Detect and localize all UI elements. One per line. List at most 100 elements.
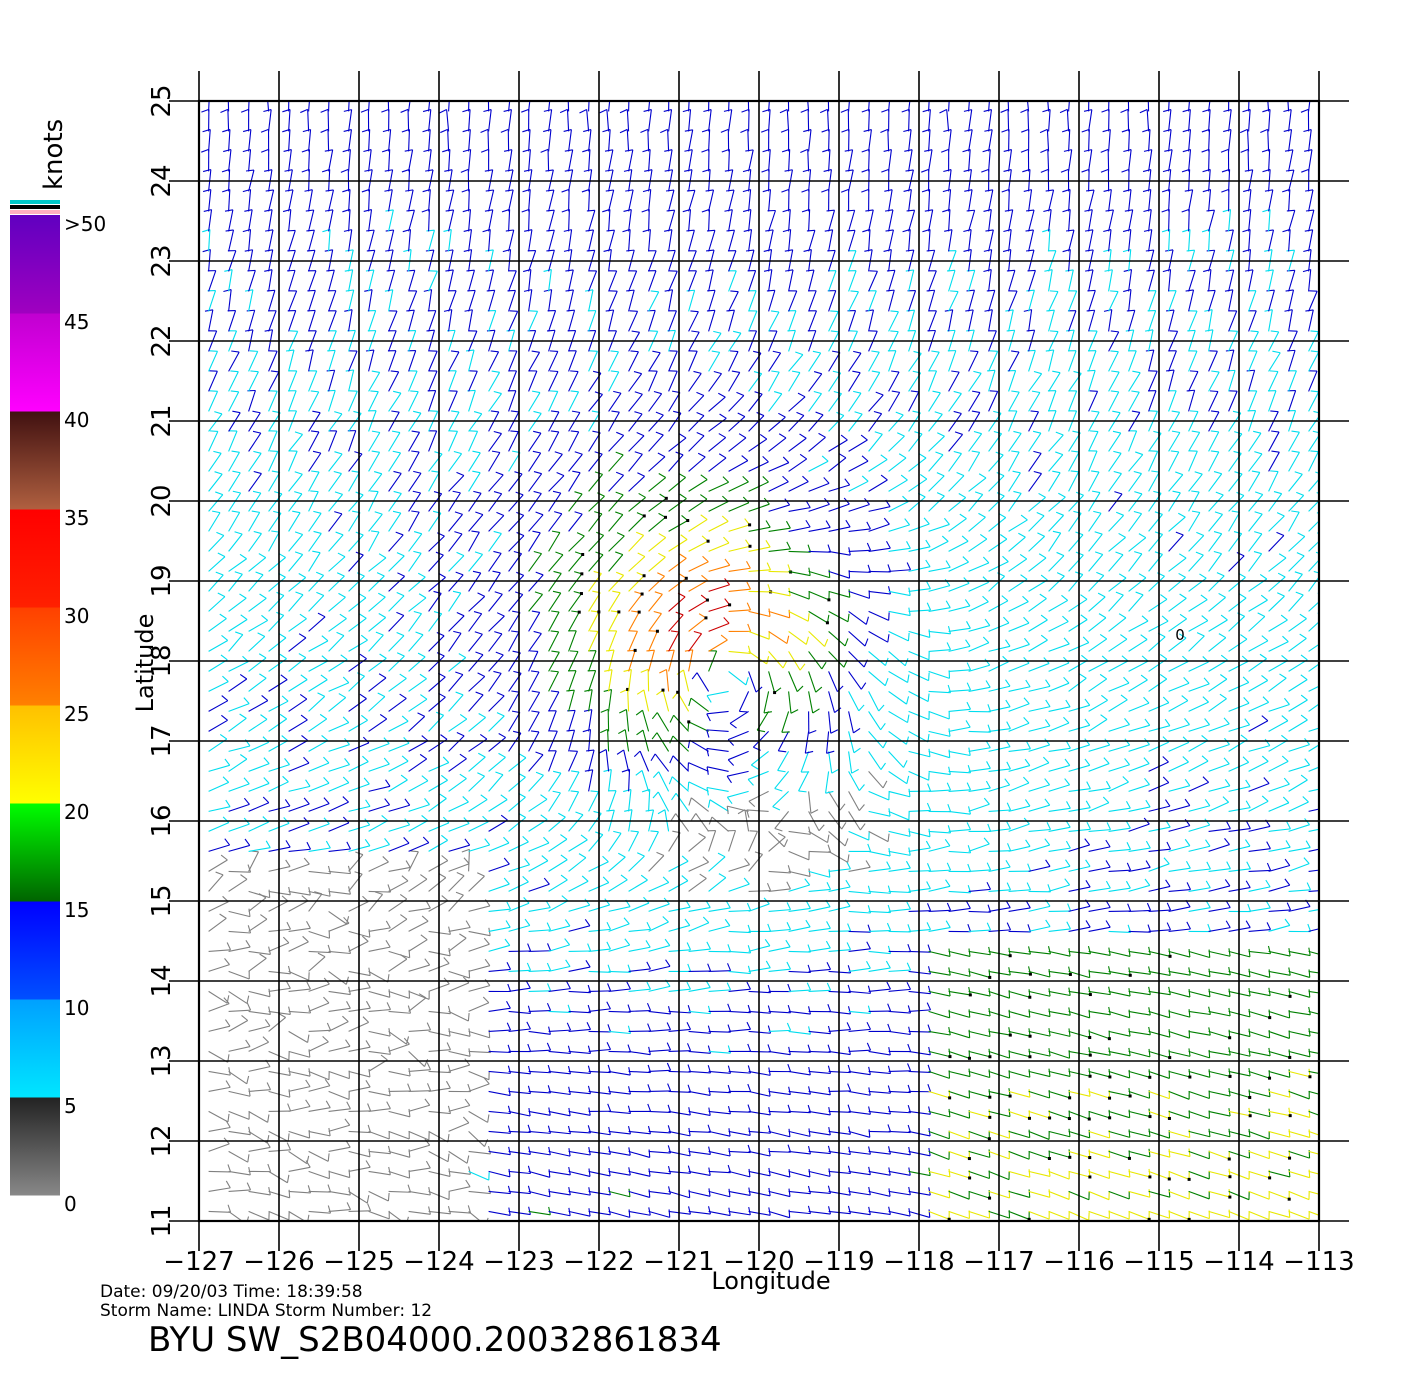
wind-barb (1248, 513, 1263, 532)
wind-barb-flag (313, 510, 322, 514)
wind-barb (788, 396, 806, 412)
wind-barb (728, 588, 751, 592)
wind-barb-flag (1106, 822, 1112, 830)
wind-barb (488, 756, 506, 772)
wind-barb-flag (608, 1186, 611, 1196)
wind-barb (1028, 1030, 1051, 1037)
wind-barb (288, 1150, 308, 1165)
wind-barb (288, 618, 307, 632)
wind-barb (1128, 866, 1151, 872)
wind-barb-flag (281, 695, 289, 702)
wind-vector-flag-dot (664, 496, 668, 500)
wind-barb-flag (1184, 778, 1191, 786)
wind-barb (1028, 926, 1051, 932)
wind-barb (948, 907, 971, 912)
wind-barb-flag (507, 1065, 512, 1074)
wind-barb (968, 730, 991, 733)
wind-barb-flag (679, 493, 687, 499)
wind-barb-flag (387, 1145, 392, 1154)
wind-barb (1208, 371, 1220, 392)
wind-barb (288, 1190, 311, 1194)
wind-barb-flag (1144, 718, 1151, 726)
wind-barb-flag (923, 517, 930, 525)
wind-barb (1208, 743, 1230, 752)
wind-barb (1028, 535, 1045, 552)
wind-barb (1028, 784, 1050, 792)
wind-barb (448, 863, 470, 872)
wind-barb-flag (338, 693, 346, 699)
wind-barb (448, 1030, 471, 1037)
wind-barb-flag (216, 531, 225, 537)
wind-barb (848, 1110, 871, 1115)
wind-barb-flag (1281, 715, 1289, 722)
wind-vector-flag-dot (1068, 1096, 1072, 1100)
wind-barb (788, 1190, 811, 1195)
wind-barb-flag (1046, 822, 1052, 830)
wind-barb (528, 1030, 551, 1035)
wind-barb (548, 431, 560, 452)
wind-barb-flag (361, 714, 368, 721)
wind-barb (1048, 928, 1071, 932)
wind-barb (408, 1051, 425, 1067)
wind-barb-flag (706, 695, 712, 703)
wind-barb (1208, 678, 1228, 692)
wind-vector-flag-dot (988, 975, 992, 979)
wind-barb (248, 412, 261, 432)
wind-barb (808, 888, 831, 892)
wind-barb (608, 1010, 631, 1013)
wind-barb-flag (681, 875, 689, 882)
wind-barb (488, 883, 510, 892)
wind-barb-flag (232, 470, 241, 474)
wind-barb (428, 635, 445, 652)
wind-barb-flag (1048, 988, 1051, 997)
wind-barb-flag (618, 852, 626, 858)
wind-barb-flag (831, 768, 840, 774)
wind-barb (688, 1030, 711, 1034)
wind-barb-flag (1208, 1006, 1211, 1015)
wind-vector-flag-dot (1287, 1197, 1291, 1201)
wind-barb (1128, 990, 1151, 996)
wind-barb-flag (838, 453, 847, 459)
wind-barb-flag (880, 723, 886, 731)
wind-barb-flag (762, 455, 769, 463)
wind-barb-flag (338, 592, 346, 598)
wind-barb-flag (696, 431, 705, 437)
wind-barb (348, 639, 368, 652)
wind-barb-flag (1088, 969, 1091, 978)
wind-barb-flag (560, 834, 568, 840)
wind-barb (688, 987, 711, 992)
wind-barb-flag (364, 838, 371, 847)
wind-barb (228, 661, 249, 672)
wind-barb (888, 501, 909, 512)
wind-barb (1248, 1050, 1271, 1057)
wind-barb-flag (927, 985, 932, 994)
wind-barb-flag (567, 1125, 572, 1134)
wind-barb (1048, 1030, 1071, 1037)
wind-barb-flag (1220, 674, 1228, 680)
wind-barb (648, 456, 666, 472)
wind-barb (1308, 727, 1319, 732)
wind-barb (268, 430, 278, 452)
wind-barb (728, 524, 750, 532)
wind-barb (568, 904, 590, 912)
wind-barb (1008, 519, 1028, 532)
colorbar-segment (10, 215, 60, 314)
wind-vector-flag-dot (637, 610, 641, 614)
wind-barb (208, 1003, 230, 1012)
wind-barb (228, 910, 251, 918)
wind-barb (1248, 928, 1271, 932)
wind-barb (568, 1110, 591, 1116)
wind-barb (508, 431, 519, 452)
wind-barb-flag (1264, 738, 1271, 746)
wind-barb (308, 870, 331, 875)
wind-vector-flag-dot (684, 576, 688, 580)
wind-barb-flag (1135, 451, 1143, 456)
wind-barb (688, 1150, 711, 1155)
wind-barb (328, 1124, 350, 1132)
wind-barb-flag (549, 390, 558, 392)
wind-barb (228, 430, 238, 452)
wind-barb (1088, 802, 1110, 812)
wind-barb-flag (448, 1028, 451, 1037)
wind-barb (568, 1028, 591, 1032)
wind-barb-flag (700, 514, 708, 521)
